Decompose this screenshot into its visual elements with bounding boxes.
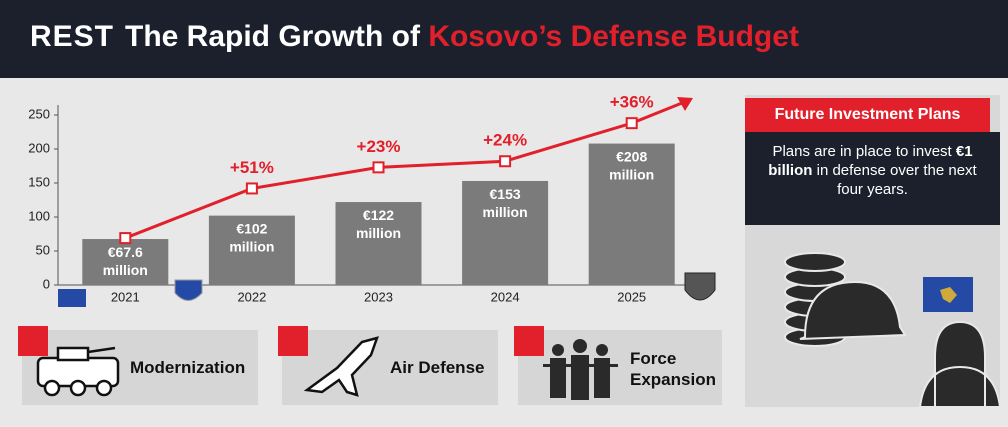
- trend-point: [625, 117, 638, 130]
- icon: [303, 336, 379, 397]
- trend-point: [372, 161, 385, 174]
- growth-label: +24%: [483, 131, 527, 150]
- x-tick-label: 2021: [111, 289, 140, 304]
- title: The Rapid Growth of Kosovo’s Defense Bud…: [125, 20, 799, 54]
- arrow-head: [677, 97, 693, 111]
- card: Modernization: [18, 326, 258, 405]
- text: in defense over the next four years.: [812, 162, 977, 198]
- chart: 0 50 100 150 200 250 2021 €67.6 million 2022 €102 m…: [28, 93, 716, 307]
- illustration: [784, 252, 1000, 407]
- brand: REST: [30, 20, 115, 53]
- sidebar-text: Plans are in place to invest €1 billion …: [745, 132, 1000, 225]
- card: Air Defense: [278, 326, 498, 405]
- sidebar-title: Future Investment Plans: [745, 98, 990, 132]
- value-label-line: €122: [363, 207, 394, 223]
- text-bold: €1 billion: [768, 143, 973, 179]
- value-label-line: million: [609, 166, 654, 182]
- emblem: [684, 272, 716, 301]
- bar: [588, 143, 675, 285]
- value-label-line: €67.6: [108, 244, 143, 260]
- value-label-line: million: [229, 238, 274, 254]
- growth-label: +51%: [230, 158, 274, 177]
- value-label: €67.6 million: [103, 244, 148, 278]
- bar: [335, 202, 422, 285]
- value-label-line: €153: [490, 186, 521, 202]
- bar: [462, 180, 549, 285]
- bar: [208, 215, 295, 285]
- value-label: €122 million: [356, 207, 401, 241]
- x-tick-label: 2025: [617, 289, 646, 304]
- trend-arrow: [631, 99, 688, 125]
- value-label-line: million: [103, 262, 148, 278]
- value-label-line: €102: [236, 220, 267, 236]
- value-label: €153 million: [483, 186, 528, 220]
- card-label: Modernization: [130, 358, 246, 377]
- growth-label: +23%: [357, 137, 401, 156]
- y-tick-label: 250: [28, 106, 50, 121]
- card: Force Expansion: [514, 326, 722, 405]
- card-label: Air Defense: [390, 358, 485, 377]
- flag: [58, 289, 86, 307]
- trend-point: [499, 155, 512, 168]
- value-label-line: million: [356, 225, 401, 241]
- value-label: €208 million: [609, 148, 654, 182]
- y-tick-label: 0: [43, 276, 50, 291]
- value-label: €102 million: [229, 220, 274, 254]
- title-text: The Rapid Growth of: [125, 20, 429, 53]
- card-label: Force Expansion: [630, 349, 716, 389]
- trend-point: [245, 182, 258, 195]
- header: REST The Rapid Growth of Kosovo’s Defens…: [0, 0, 1008, 78]
- value-label-line: €208: [616, 148, 647, 164]
- title-highlight: Kosovo’s Defense Budget: [428, 20, 799, 53]
- text: Plans are in place to invest: [772, 143, 956, 160]
- y-tick-label: 200: [28, 140, 50, 155]
- x-tick-label: 2024: [491, 289, 520, 304]
- sidebar: Future Investment Plans Plans are in pla…: [745, 95, 1000, 407]
- y-tick-label: 150: [28, 174, 50, 189]
- x-tick-label: 2022: [237, 289, 266, 304]
- x-tick-label: 2023: [364, 289, 393, 304]
- y-tick-label: 100: [28, 208, 50, 223]
- y-tick-label: 50: [36, 242, 50, 257]
- icon: [543, 339, 618, 400]
- trend-point: [119, 232, 132, 245]
- value-label-line: million: [483, 204, 528, 220]
- emblem: [174, 279, 203, 301]
- growth-label: +36%: [610, 93, 654, 112]
- icon: [36, 346, 120, 397]
- bar: [82, 239, 169, 285]
